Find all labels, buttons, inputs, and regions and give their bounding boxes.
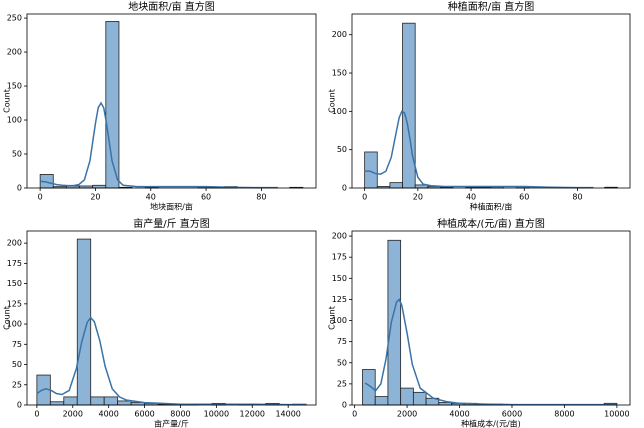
x-tick-label: 20 — [413, 193, 423, 202]
axes-frame — [351, 13, 631, 189]
bar — [103, 396, 119, 406]
bar — [49, 401, 65, 406]
subplot: 0 2000 4000 6000 8000 10000 0 25 50 75 100 125 150 17… — [328, 217, 631, 428]
y-tick-label: 200 — [332, 232, 347, 241]
y-tick-label: 200 — [332, 30, 347, 39]
y-tick-label: 125 — [7, 299, 22, 308]
y-tick-label: 25 — [337, 379, 347, 388]
y-tick-label: 100 — [332, 316, 347, 325]
y-tick-label: 0 — [342, 401, 347, 410]
axes-frame — [351, 230, 631, 406]
kde-line — [40, 101, 278, 189]
x-tick-label: 0 — [352, 410, 357, 419]
y-tick-label: 150 — [332, 274, 347, 283]
y-tick-label: 0 — [17, 184, 22, 193]
x-axis-label: 种植成本/(元/亩) — [461, 419, 521, 428]
bar — [92, 184, 107, 189]
x-tick-label: 14000 — [275, 410, 300, 419]
x-tick-label: 6000 — [134, 410, 154, 419]
y-tick-label: 50 — [12, 150, 22, 159]
y-axis-label: Count — [328, 306, 337, 330]
x-tick-label: 8000 — [554, 410, 574, 419]
y-tick-label: 150 — [332, 69, 347, 78]
bar — [412, 391, 427, 406]
y-tick-label: 250 — [7, 14, 22, 23]
axes-frame — [26, 13, 317, 189]
y-tick-label: 50 — [337, 145, 347, 154]
y-axis-label: Count — [3, 89, 12, 113]
kde-line — [364, 298, 617, 406]
subplot-title: 种植面积/亩 直方图 — [448, 0, 535, 13]
y-tick-label: 100 — [7, 116, 22, 125]
x-axis-label: 地块面积/亩 — [150, 202, 193, 212]
y-axis-label: Count — [3, 306, 12, 330]
subplot-title: 种植成本/(元/亩) 直方图 — [437, 217, 545, 230]
y-tick-label: 100 — [332, 107, 347, 116]
x-tick-label: 4000 — [98, 410, 118, 419]
y-tick-label: 75 — [12, 340, 22, 349]
kde-line — [36, 316, 307, 406]
bar — [90, 396, 105, 406]
x-tick-label: 10000 — [604, 410, 629, 419]
bar — [387, 239, 402, 406]
y-tick-label: 0 — [342, 184, 347, 193]
bar — [362, 369, 376, 406]
bar — [374, 396, 389, 406]
axes-frame — [26, 230, 317, 406]
bar — [402, 22, 416, 189]
y-tick-label: 150 — [7, 82, 22, 91]
bar — [364, 151, 378, 189]
x-tick-label: 20 — [90, 193, 100, 202]
y-tick-label: 50 — [337, 358, 347, 367]
x-tick-label: 2000 — [63, 410, 83, 419]
y-tick-label: 75 — [337, 337, 347, 346]
subplot-title: 地块面积/亩 直方图 — [128, 0, 215, 13]
x-tick-label: 4000 — [449, 410, 469, 419]
bar — [400, 387, 414, 406]
bar — [63, 396, 78, 406]
kde-line — [364, 110, 594, 189]
x-axis-label: 亩产量/斤 — [154, 419, 189, 428]
y-tick-label: 0 — [17, 401, 22, 410]
x-tick-label: 40 — [146, 193, 156, 202]
x-tick-label: 10000 — [204, 410, 229, 419]
y-tick-label: 100 — [7, 320, 22, 329]
x-tick-label: 0 — [34, 410, 39, 419]
y-tick-label: 25 — [12, 380, 22, 389]
y-tick-label: 200 — [7, 48, 22, 57]
y-tick-label: 150 — [7, 279, 22, 288]
x-tick-label: 80 — [256, 193, 266, 202]
subplot-title: 亩产量/斤 直方图 — [133, 217, 210, 230]
y-axis-label: Count — [328, 89, 337, 113]
x-tick-label: 60 — [519, 193, 529, 202]
y-tick-label: 50 — [12, 360, 22, 369]
subplot: 0 2000 4000 6000 8000 10000 12000 14000 0 25 50 75 1… — [3, 217, 317, 428]
y-tick-label: 200 — [7, 239, 22, 248]
bar — [389, 182, 403, 189]
x-tick-label: 8000 — [170, 410, 190, 419]
x-tick-label: 40 — [466, 193, 476, 202]
y-tick-label: 175 — [7, 259, 22, 268]
x-tick-label: 0 — [362, 193, 367, 202]
y-tick-label: 175 — [332, 253, 347, 262]
x-tick-label: 12000 — [240, 410, 265, 419]
x-tick-label: 80 — [572, 193, 582, 202]
y-tick-label: 125 — [332, 295, 347, 304]
x-tick-label: 60 — [201, 193, 211, 202]
x-tick-label: 0 — [38, 193, 43, 202]
x-tick-label: 2000 — [397, 410, 417, 419]
bar — [76, 238, 92, 406]
subplot: 0 20 40 60 80 0 50 100 150 200 250 地块面积/亩 直方图地块面积/亩… — [3, 0, 317, 212]
x-axis-label: 种植面积/亩 — [470, 202, 513, 212]
x-tick-label: 6000 — [502, 410, 522, 419]
bar — [117, 400, 132, 406]
